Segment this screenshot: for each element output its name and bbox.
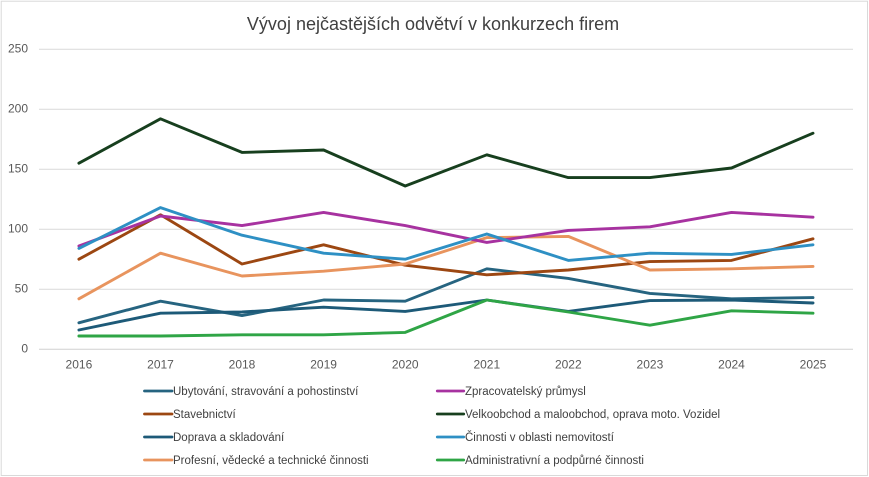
svg-text:2017: 2017 [147,357,174,371]
svg-text:2024: 2024 [718,357,745,371]
svg-text:Činnosti v oblasti nemovitostí: Činnosti v oblasti nemovitostí [465,431,615,444]
svg-text:2021: 2021 [473,357,500,371]
svg-text:Administrativní a podpůrné čin: Administrativní a podpůrné činnosti [465,455,644,467]
svg-text:Stavebnictví: Stavebnictví [173,409,236,421]
svg-text:150: 150 [8,162,28,176]
svg-text:50: 50 [15,282,29,296]
svg-text:2019: 2019 [310,357,337,371]
svg-text:250: 250 [8,42,28,56]
svg-text:Profesní, vědecké a technické: Profesní, vědecké a technické činnosti [173,455,369,467]
svg-text:2022: 2022 [555,357,582,371]
svg-text:2023: 2023 [637,357,664,371]
svg-text:2020: 2020 [392,357,419,371]
svg-text:Ubytování, stravování a pohost: Ubytování, stravování a pohostinství [173,386,359,398]
svg-text:Vývoj nejčastějších odvětví v: Vývoj nejčastějších odvětví v konkurzech… [247,14,619,34]
svg-text:2025: 2025 [800,357,827,371]
svg-text:100: 100 [8,222,28,236]
svg-text:0: 0 [21,342,28,356]
svg-text:200: 200 [8,102,28,116]
svg-text:Doprava a skladování: Doprava a skladování [173,432,285,444]
svg-text:2016: 2016 [66,357,93,371]
svg-text:2018: 2018 [229,357,256,371]
svg-text:Velkoobchod a maloobchod, opra: Velkoobchod a maloobchod, oprava moto. V… [465,409,720,421]
svg-text:Zpracovatelský průmysl: Zpracovatelský průmysl [465,386,586,398]
